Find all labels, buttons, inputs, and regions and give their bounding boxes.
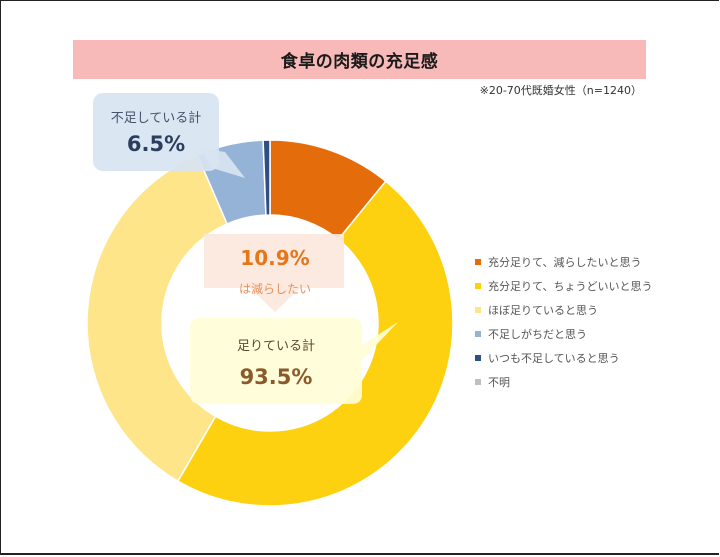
legend: 充分足りて、減らしたいと思う 充分足りて、ちょうどいいと思う ほぼ足りていると思…	[475, 250, 652, 394]
reduce-callout-value: 10.9%	[240, 246, 310, 270]
chart-title: 食卓の肉類の充足感	[280, 52, 439, 72]
reduce-callout-shape	[204, 234, 344, 312]
reduce-callout-label: は減らしたい	[238, 282, 311, 296]
enough-callout: 足りている計 93.5%	[190, 318, 362, 404]
legend-label: 充分足りて、ちょうどいいと思う	[488, 280, 653, 293]
legend-item: 充分足りて、ちょうどいいと思う	[475, 274, 652, 298]
legend-swatch	[475, 307, 481, 313]
legend-item: 不足しがちだと思う	[475, 322, 652, 346]
legend-item: 不明	[475, 370, 652, 394]
legend-label: いつも不足していると思う	[488, 352, 620, 365]
reduce-callout: 10.9% は減らしたい	[200, 232, 350, 310]
legend-item: ほぼ足りていると思う	[475, 298, 652, 322]
enough-callout-shape	[190, 318, 398, 404]
short-callout: 不足している計 6.5%	[93, 93, 219, 171]
legend-item: いつも不足していると思う	[475, 346, 652, 370]
legend-swatch	[475, 259, 481, 265]
legend-label: ほぼ足りていると思う	[488, 304, 598, 317]
short-callout-value: 6.5%	[126, 132, 186, 156]
legend-swatch	[475, 283, 481, 289]
legend-label: 不明	[488, 376, 510, 389]
legend-label: 不足しがちだと思う	[488, 328, 587, 341]
legend-swatch	[475, 331, 481, 337]
short-callout-label: 不足している計	[110, 111, 202, 126]
title-bar: 食卓の肉類の充足感	[73, 40, 646, 79]
enough-callout-label: 足りている計	[236, 339, 315, 354]
legend-swatch	[475, 355, 481, 361]
sample-note: ※20-70代既婚女性（n=1240）	[479, 84, 642, 97]
legend-label: 充分足りて、減らしたいと思う	[488, 256, 642, 269]
enough-callout-value: 93.5%	[239, 365, 313, 389]
legend-item: 充分足りて、減らしたいと思う	[475, 250, 652, 274]
legend-swatch	[475, 379, 481, 385]
donut-slice	[262, 139, 271, 216]
